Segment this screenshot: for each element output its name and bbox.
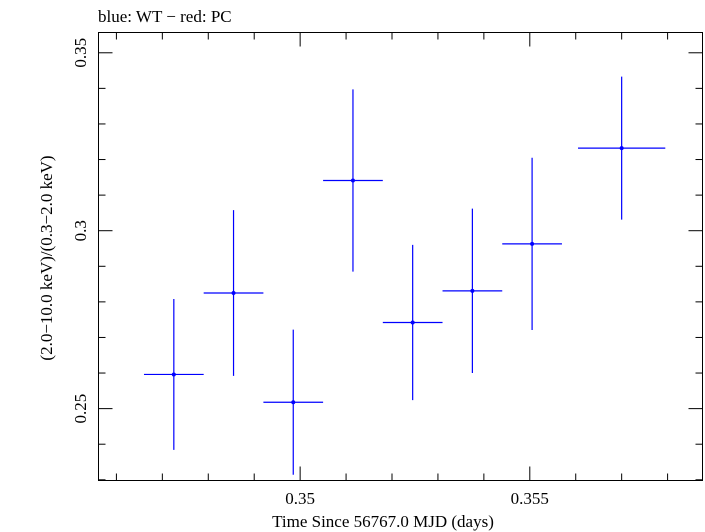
y-tick-label: 0.35 xyxy=(71,38,90,68)
data-points xyxy=(143,76,666,475)
point-marker xyxy=(470,288,475,293)
data-point xyxy=(143,299,204,450)
x-tick-label: 0.355 xyxy=(511,489,549,508)
tick-labels: 0.35 0.355 0.25 0.3 0.35 xyxy=(71,38,549,508)
point-marker xyxy=(231,290,236,295)
data-point xyxy=(502,157,562,330)
data-point xyxy=(442,208,503,374)
point-marker xyxy=(619,146,624,151)
point-marker xyxy=(410,320,415,325)
data-point xyxy=(578,76,666,220)
point-marker xyxy=(171,372,176,377)
y-axis-label: (2.0−10.0 keV)/(0.3−2.0 keV) xyxy=(37,155,56,360)
point-marker xyxy=(291,400,296,405)
point-marker xyxy=(530,241,535,246)
data-point xyxy=(263,329,324,475)
point-marker xyxy=(350,178,355,183)
y-tick-label: 0.25 xyxy=(71,394,90,424)
x-axis-label: Time Since 56767.0 MJD (days) xyxy=(272,512,494,531)
plot-frame xyxy=(98,32,703,481)
data-point xyxy=(382,244,443,401)
y-tick-label: 0.3 xyxy=(71,220,90,241)
data-point xyxy=(203,210,264,376)
chart-title: blue: WT − red: PC xyxy=(98,7,232,26)
axis-ticks xyxy=(98,32,703,481)
x-tick-label: 0.35 xyxy=(285,489,315,508)
data-point xyxy=(323,89,383,272)
